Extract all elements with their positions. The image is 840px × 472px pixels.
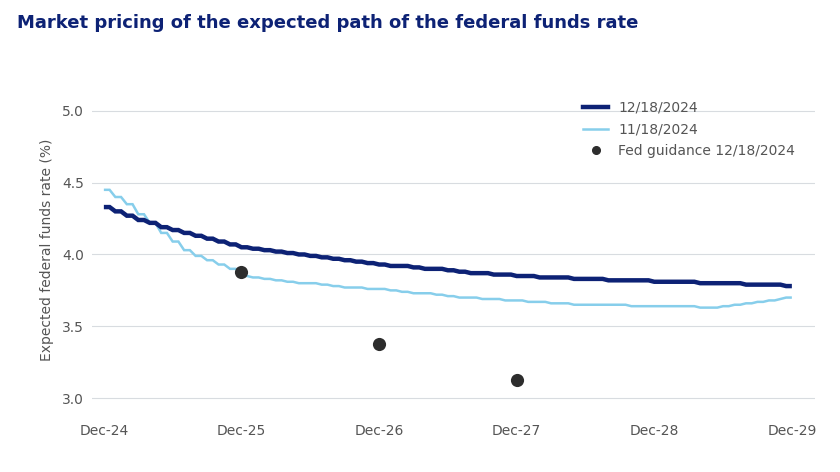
Y-axis label: Expected federal funds rate (%): Expected federal funds rate (%) (39, 139, 54, 362)
Text: Market pricing of the expected path of the federal funds rate: Market pricing of the expected path of t… (17, 14, 638, 32)
Point (372, 340, 386, 348)
Point (510, 376, 523, 384)
Legend: 12/18/2024, 11/18/2024, Fed guidance 12/18/2024: 12/18/2024, 11/18/2024, Fed guidance 12/… (578, 95, 801, 164)
Point (234, 269, 248, 276)
